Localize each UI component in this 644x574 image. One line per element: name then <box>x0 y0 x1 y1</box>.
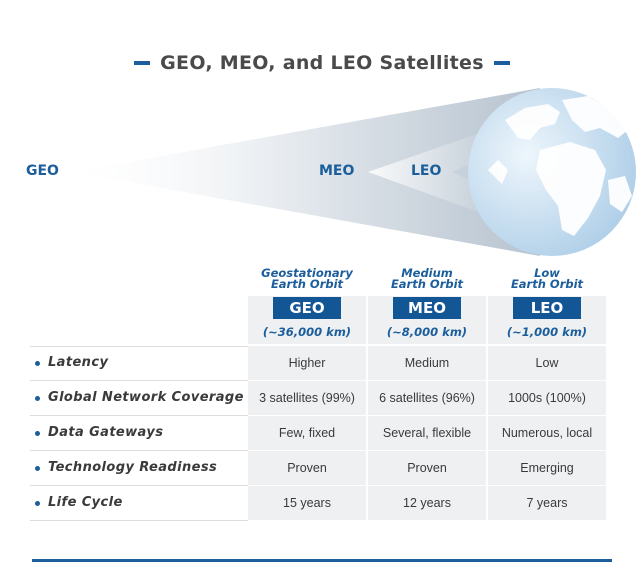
cell-latency-meo: Medium <box>404 356 450 370</box>
cell-readiness-meo: Proven <box>407 461 447 475</box>
geo-beam <box>72 88 540 256</box>
column-name-line2: Earth Orbit <box>270 277 344 291</box>
left-row-rule <box>30 485 248 486</box>
row-separator <box>248 415 606 416</box>
row-separator <box>248 485 606 486</box>
badge-geo: GEO <box>273 297 341 319</box>
row-label-readiness: Technology Readiness <box>48 460 218 475</box>
title-dash-right <box>493 61 510 65</box>
geo-orbit-label: GEO <box>26 163 59 179</box>
cell-lifecycle-geo: 15 years <box>283 496 331 510</box>
row-label-coverage: Global Network Coverage <box>48 390 244 405</box>
meo-orbit-label: MEO <box>319 163 355 179</box>
cell-coverage-leo: 1000s (100%) <box>508 391 586 405</box>
column-header-leo: Low Earth Orbit <box>488 266 606 291</box>
left-row-rule <box>30 380 248 381</box>
title-row: GEO, MEO, and LEO Satellites <box>0 48 644 78</box>
row-bullet <box>35 466 40 471</box>
earth-continents <box>488 96 632 236</box>
altitude-meo: (~8,000 km) <box>386 325 468 339</box>
row-bullet <box>35 396 40 401</box>
column-header-geo: Geostationary Earth Orbit <box>248 266 366 291</box>
data-cells-leo <box>488 346 606 520</box>
title-dash-left <box>134 61 151 65</box>
row-label-lifecycle: Life Cycle <box>48 495 123 510</box>
row-separator <box>248 450 606 451</box>
cell-readiness-leo: Emerging <box>520 461 574 475</box>
column-name-line2: Earth Orbit <box>390 277 464 291</box>
left-row-rule <box>30 346 248 347</box>
column-name-line1: Medium <box>401 266 453 280</box>
cell-latency-leo: Low <box>535 356 559 370</box>
altitude-leo: (~1,000 km) <box>506 325 588 339</box>
cell-gateways-geo: Few, fixed <box>278 426 336 440</box>
cell-coverage-geo: 3 satellites (99%) <box>259 391 355 405</box>
left-row-rule <box>30 450 248 451</box>
left-row-rule <box>30 520 248 521</box>
left-row-rule <box>30 415 248 416</box>
cell-readiness-geo: Proven <box>287 461 327 475</box>
altitude-geo: (~36,000 km) <box>262 325 352 339</box>
cell-latency-geo: Higher <box>288 356 326 370</box>
column-name-line1: Geostationary <box>261 266 353 280</box>
cell-gateways-meo: Several, flexible <box>382 426 472 440</box>
row-label-gateways: Data Gateways <box>48 425 164 440</box>
row-bullet <box>35 431 40 436</box>
column-name-line2: Earth Orbit <box>510 277 584 291</box>
cell-lifecycle-leo: 7 years <box>526 496 568 510</box>
column-name-line1: Low <box>534 266 560 280</box>
cell-lifecycle-meo: 12 years <box>403 496 451 510</box>
data-cells-meo <box>368 346 486 520</box>
row-bullet <box>35 501 40 506</box>
badge-meo: MEO <box>393 297 461 319</box>
row-bullet <box>35 361 40 366</box>
page-title: GEO, MEO, and LEO Satellites <box>160 52 484 74</box>
row-label-latency: Latency <box>48 355 109 370</box>
cell-gateways-leo: Numerous, local <box>501 426 593 440</box>
row-separator <box>248 380 606 381</box>
orbit-illustration <box>72 88 636 256</box>
leo-orbit-label: LEO <box>411 163 442 179</box>
cell-coverage-meo: 6 satellites (96%) <box>379 391 475 405</box>
badge-leo: LEO <box>513 297 581 319</box>
column-header-meo: Medium Earth Orbit <box>368 266 486 291</box>
data-cells-geo <box>248 346 366 520</box>
bottom-rule <box>32 559 612 562</box>
